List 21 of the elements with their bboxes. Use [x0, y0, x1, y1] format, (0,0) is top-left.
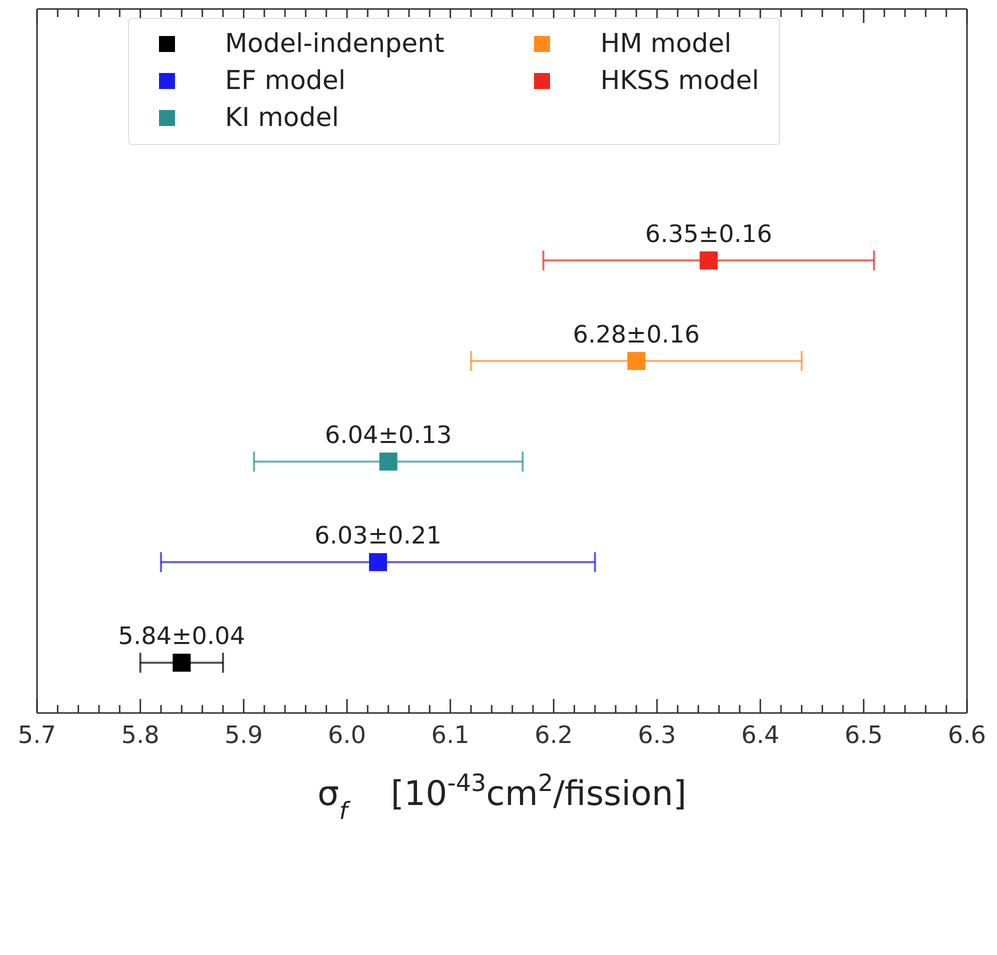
legend-label: EF model — [225, 66, 346, 96]
data-label: 5.84±0.04 — [118, 622, 246, 650]
text: σ$_{f}$ [10$^{-43}$cm$^{2}$/fission] — [318, 769, 686, 825]
legend-label: HM model — [600, 28, 732, 58]
x-tick-label: 6.6 — [948, 721, 986, 749]
x-tick-label: 6.0 — [328, 721, 366, 749]
x-tick-label: 6.2 — [534, 721, 573, 749]
x-tick-label: 6.1 — [431, 721, 470, 749]
x-tick-label: 6.4 — [741, 721, 780, 749]
data-label: 6.35±0.16 — [645, 220, 772, 248]
x-tick-label: 6.5 — [844, 721, 883, 749]
data-label: 6.04±0.13 — [324, 421, 452, 450]
x-tick-label: 5.8 — [121, 721, 160, 749]
x-tick-label: 5.9 — [224, 721, 263, 749]
data-label: 6.03±0.21 — [314, 522, 442, 550]
legend-label: KI model — [225, 102, 339, 132]
x-tick-label: 5.7 — [18, 721, 56, 749]
x-tick-label: 6.3 — [638, 721, 676, 749]
legend-label: Model-indenpent — [225, 28, 444, 58]
data-label: 6.28±0.16 — [572, 320, 700, 348]
legend-label: HKSS model — [600, 66, 760, 96]
